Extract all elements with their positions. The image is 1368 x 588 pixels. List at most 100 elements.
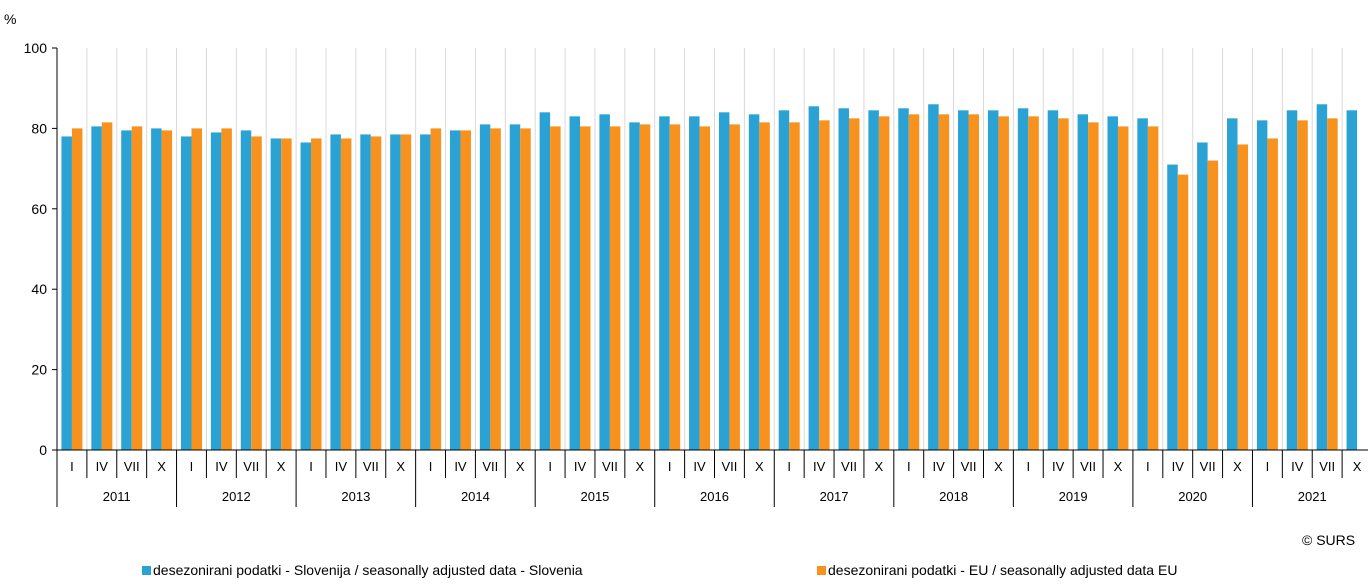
x-tick-label-quarter: VII — [1080, 459, 1096, 474]
bar-eu — [191, 128, 202, 450]
x-tick-label-quarter: X — [277, 459, 286, 474]
x-tick-label-year: 2014 — [461, 489, 490, 504]
x-tick-label-quarter: I — [70, 459, 74, 474]
bar-eu — [1117, 126, 1129, 450]
bar-slovenia — [718, 112, 730, 450]
x-tick-label-quarter: IV — [454, 459, 467, 474]
x-tick-label-quarter: I — [190, 459, 194, 474]
bar-slovenia — [539, 112, 551, 450]
bar-slovenia — [898, 108, 909, 451]
bar-slovenia — [1137, 118, 1148, 450]
x-tick-label-quarter: IV — [1052, 459, 1065, 474]
bar-slovenia — [180, 136, 192, 450]
bar-slovenia — [1017, 108, 1029, 451]
x-tick-label-quarter: VII — [841, 459, 857, 474]
x-tick-label-quarter: X — [755, 459, 764, 474]
bar-slovenia — [987, 110, 999, 450]
bar-eu — [281, 138, 292, 450]
x-tick-label-year: 2017 — [820, 489, 849, 504]
x-tick-label-quarter: I — [787, 459, 791, 474]
bar-eu — [789, 122, 800, 451]
bar-eu — [1237, 144, 1249, 451]
bar-slovenia — [958, 110, 969, 450]
bar-eu — [251, 136, 262, 450]
x-tick-label-quarter: VII — [482, 459, 498, 474]
x-tick-label-quarter: VII — [1319, 459, 1335, 474]
bar-eu — [520, 128, 531, 450]
bar-eu — [998, 116, 1009, 450]
x-tick-label-quarter: IV — [693, 459, 706, 474]
bar-slovenia — [1197, 142, 1208, 450]
x-tick-label-year: 2015 — [580, 489, 609, 504]
bar-slovenia — [808, 106, 820, 450]
bar-slovenia — [1286, 110, 1298, 450]
x-tick-label-quarter: I — [309, 459, 313, 474]
bar-eu — [729, 124, 740, 450]
bar-eu — [1177, 174, 1189, 450]
x-tick-label-year: 2021 — [1298, 489, 1327, 504]
bar-eu — [938, 114, 950, 450]
x-tick-label-quarter: IV — [1291, 459, 1304, 474]
bar-slovenia — [1256, 120, 1268, 451]
bar-eu — [490, 128, 501, 450]
x-tick-label-quarter: IV — [1172, 459, 1185, 474]
bar-slovenia — [1167, 164, 1178, 450]
x-tick-label-year: 2013 — [341, 489, 370, 504]
legend-swatch-slovenia — [142, 566, 151, 575]
x-tick-label-quarter: I — [1266, 459, 1270, 474]
x-tick-label-quarter: IV — [335, 459, 348, 474]
x-tick-label-quarter: I — [429, 459, 433, 474]
x-tick-label-year: 2016 — [700, 489, 729, 504]
bar-eu — [669, 124, 681, 450]
bar-eu — [1058, 118, 1069, 450]
x-tick-label-quarter: X — [1233, 459, 1242, 474]
y-tick-label: 40 — [31, 281, 47, 297]
bar-slovenia — [151, 128, 162, 450]
bar-eu — [848, 118, 860, 450]
bar-slovenia — [1047, 110, 1059, 450]
bar-eu — [878, 116, 890, 450]
x-tick-label-quarter: VII — [1200, 459, 1216, 474]
bar-slovenia — [748, 114, 760, 450]
x-tick-label-year: 2011 — [103, 489, 131, 504]
bar-eu — [699, 126, 711, 450]
bar-eu — [1147, 126, 1159, 450]
bar-slovenia — [1077, 114, 1089, 450]
bar-eu — [1088, 122, 1099, 451]
x-tick-label-quarter: VII — [124, 459, 140, 474]
bar-slovenia — [569, 116, 581, 450]
bar-slovenia — [659, 116, 670, 450]
bar-eu — [1297, 120, 1308, 451]
bar-eu — [1267, 138, 1278, 450]
bar-slovenia — [868, 110, 879, 450]
x-tick-label-quarter: X — [994, 459, 1003, 474]
bar-slovenia — [838, 108, 849, 451]
source-credit: © SURS — [1302, 532, 1356, 548]
bar-eu — [460, 130, 471, 450]
bar-slovenia — [1346, 110, 1358, 450]
bar-eu — [101, 122, 113, 451]
bars — [61, 104, 1358, 451]
x-tick-label-quarter: VII — [243, 459, 259, 474]
bar-eu — [609, 126, 621, 450]
x-tick-label-quarter: X — [516, 459, 525, 474]
bar-slovenia — [240, 130, 252, 450]
bar-slovenia — [61, 136, 72, 450]
axes: 0 20 40 60 80 100 I IV VII X I IV VII X I IV VII X I IV VII X… — [24, 40, 1368, 507]
x-tick-label-quarter: IV — [574, 459, 587, 474]
bar-eu — [430, 128, 442, 450]
bar-eu — [550, 126, 561, 450]
y-tick-label: 100 — [24, 40, 48, 56]
bar-eu — [221, 128, 232, 450]
bar-eu — [968, 114, 980, 450]
x-tick-label-quarter: I — [548, 459, 552, 474]
bar-eu — [131, 126, 143, 450]
bar-slovenia — [778, 110, 790, 450]
bar-slovenia — [689, 116, 700, 450]
bar-slovenia — [1316, 104, 1328, 450]
x-tick-label-year: 2018 — [939, 489, 968, 504]
x-tick-label-quarter: IV — [932, 459, 945, 474]
y-tick-label: 0 — [39, 442, 47, 458]
x-tick-label-quarter: IV — [215, 459, 228, 474]
